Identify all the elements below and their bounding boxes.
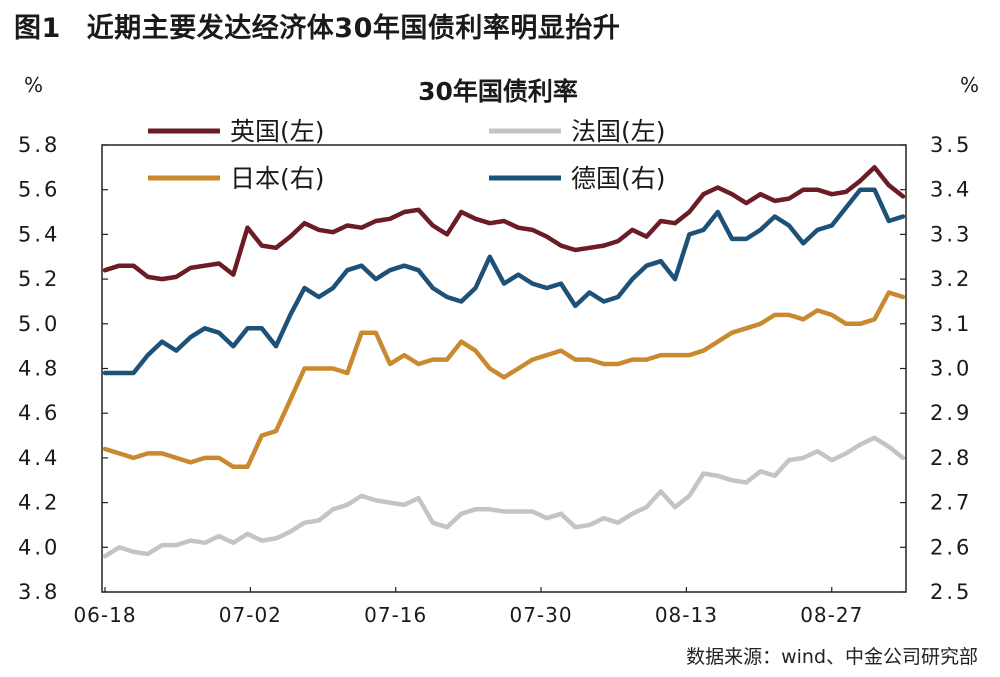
chart-plot-area: [102, 165, 906, 559]
left-axis-tick-label: 5.4: [18, 222, 60, 246]
chart-axes: 3.8 4.0 4.2 4.4 4.6 4.8 5.0 5.2 5.4 5.6 5.8 2.5 2.6 2…: [18, 133, 972, 627]
right-axis-tick-label: 2.7: [930, 491, 972, 515]
chart-legend: 英国(左) 法国(左) 日本(右) 德国(右): [148, 117, 666, 193]
left-axis-unit: %: [24, 73, 43, 97]
right-axis-tick-label: 2.9: [930, 401, 972, 425]
series-line-uk: [102, 165, 906, 282]
series-line-germany: [102, 187, 906, 376]
right-axis-tick-label: 2.6: [930, 535, 972, 559]
plot-frame: [101, 144, 907, 593]
legend-label-japan: 日本(右): [230, 164, 325, 193]
right-axis-tick-label: 3.1: [930, 312, 972, 336]
left-axis-tick-label: 5.8: [18, 133, 60, 157]
left-axis-tick-label: 4.2: [18, 491, 60, 515]
left-axis-tick-label: 4.4: [18, 446, 60, 470]
right-axis-unit: %: [960, 73, 979, 97]
left-axis-tick-label: 5.2: [18, 267, 60, 291]
x-axis-tick-label: 07-30: [509, 603, 572, 627]
series-line-japan: [102, 290, 906, 470]
x-axis-tick-label: 07-16: [364, 603, 427, 627]
legend-label-france: 法国(左): [571, 117, 666, 146]
figure-title: 图1 近期主要发达经济体30年国债利率明显抬升: [14, 6, 620, 45]
right-axis-tick-label: 3.2: [930, 267, 972, 291]
right-axis-tick-label: 3.3: [930, 222, 972, 246]
left-axis-tick-label: 4.8: [18, 357, 60, 381]
legend-label-germany: 德国(右): [571, 164, 666, 193]
figure-title-text: 近期主要发达经济体30年国债利率明显抬升: [86, 13, 621, 44]
left-axis-tick-label: 3.8: [18, 580, 60, 604]
x-axis-tick-label: 08-13: [655, 603, 718, 627]
right-axis-tick-label: 3.4: [930, 178, 972, 202]
right-axis-tick-label: 2.8: [930, 446, 972, 470]
figure-number: 图1: [14, 13, 61, 44]
series-line-france: [102, 435, 906, 559]
chart-title: 30年国债利率: [418, 77, 578, 106]
right-axis-tick-label: 2.5: [930, 580, 972, 604]
source-note: 数据来源：wind、中金公司研究部: [686, 646, 978, 668]
x-axis-tick-label: 08-27: [800, 603, 863, 627]
left-axis-tick-label: 5.6: [18, 178, 60, 202]
left-axis-tick-label: 4.0: [18, 535, 60, 559]
left-axis-tick-label: 5.0: [18, 312, 60, 336]
x-axis-tick-label: 07-02: [219, 603, 282, 627]
right-axis-tick-label: 3.5: [930, 133, 972, 157]
legend-label-uk: 英国(左): [230, 117, 325, 146]
right-axis-tick-label: 3.0: [930, 357, 972, 381]
left-axis-tick-label: 4.6: [18, 401, 60, 425]
x-axis-tick-label: 06-18: [73, 603, 136, 627]
